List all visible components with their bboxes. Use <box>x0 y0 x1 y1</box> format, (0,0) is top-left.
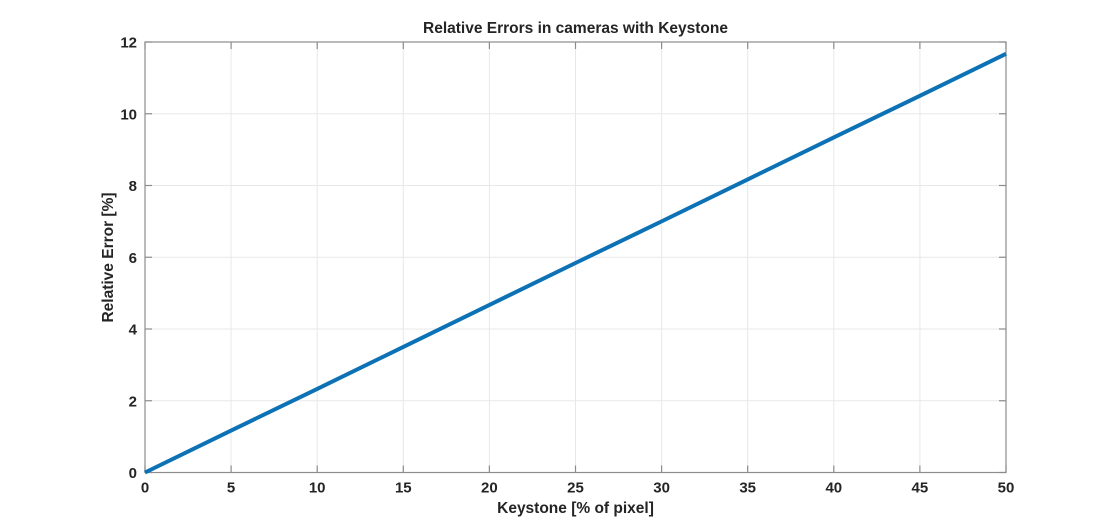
gridlines <box>145 42 1006 473</box>
x-tick-label: 15 <box>395 480 412 497</box>
x-tick-label: 50 <box>998 480 1015 497</box>
y-tick-label: 2 <box>129 393 137 410</box>
chart-title: Relative Errors in cameras with Keystone <box>423 20 728 37</box>
y-tick-label: 6 <box>129 250 137 267</box>
x-tick-label: 25 <box>567 480 584 497</box>
y-tick-label: 10 <box>120 106 137 123</box>
y-tick-label: 8 <box>129 178 137 195</box>
y-tick-label: 0 <box>129 465 137 482</box>
data-series <box>144 52 1007 475</box>
x-axis-label: Keystone [% of pixel] <box>497 500 654 517</box>
y-tick-label: 4 <box>129 322 138 339</box>
y-axis-label: Relative Error [%] <box>100 192 117 322</box>
x-tick-label: 20 <box>481 480 498 497</box>
x-tick-label: 0 <box>141 480 149 497</box>
x-tick-label: 35 <box>739 480 756 497</box>
x-tick-label: 30 <box>653 480 670 497</box>
x-tick-label: 5 <box>227 480 235 497</box>
data-line <box>144 52 1007 475</box>
x-tick-label: 40 <box>825 480 842 497</box>
tick-labels: 0 5 10 15 20 25 30 35 40 45 50 0 2 4 6 8 10 12 <box>120 35 1014 497</box>
x-tick-label: 10 <box>309 480 326 497</box>
x-tick-label: 45 <box>912 480 929 497</box>
y-tick-label: 12 <box>120 35 137 52</box>
